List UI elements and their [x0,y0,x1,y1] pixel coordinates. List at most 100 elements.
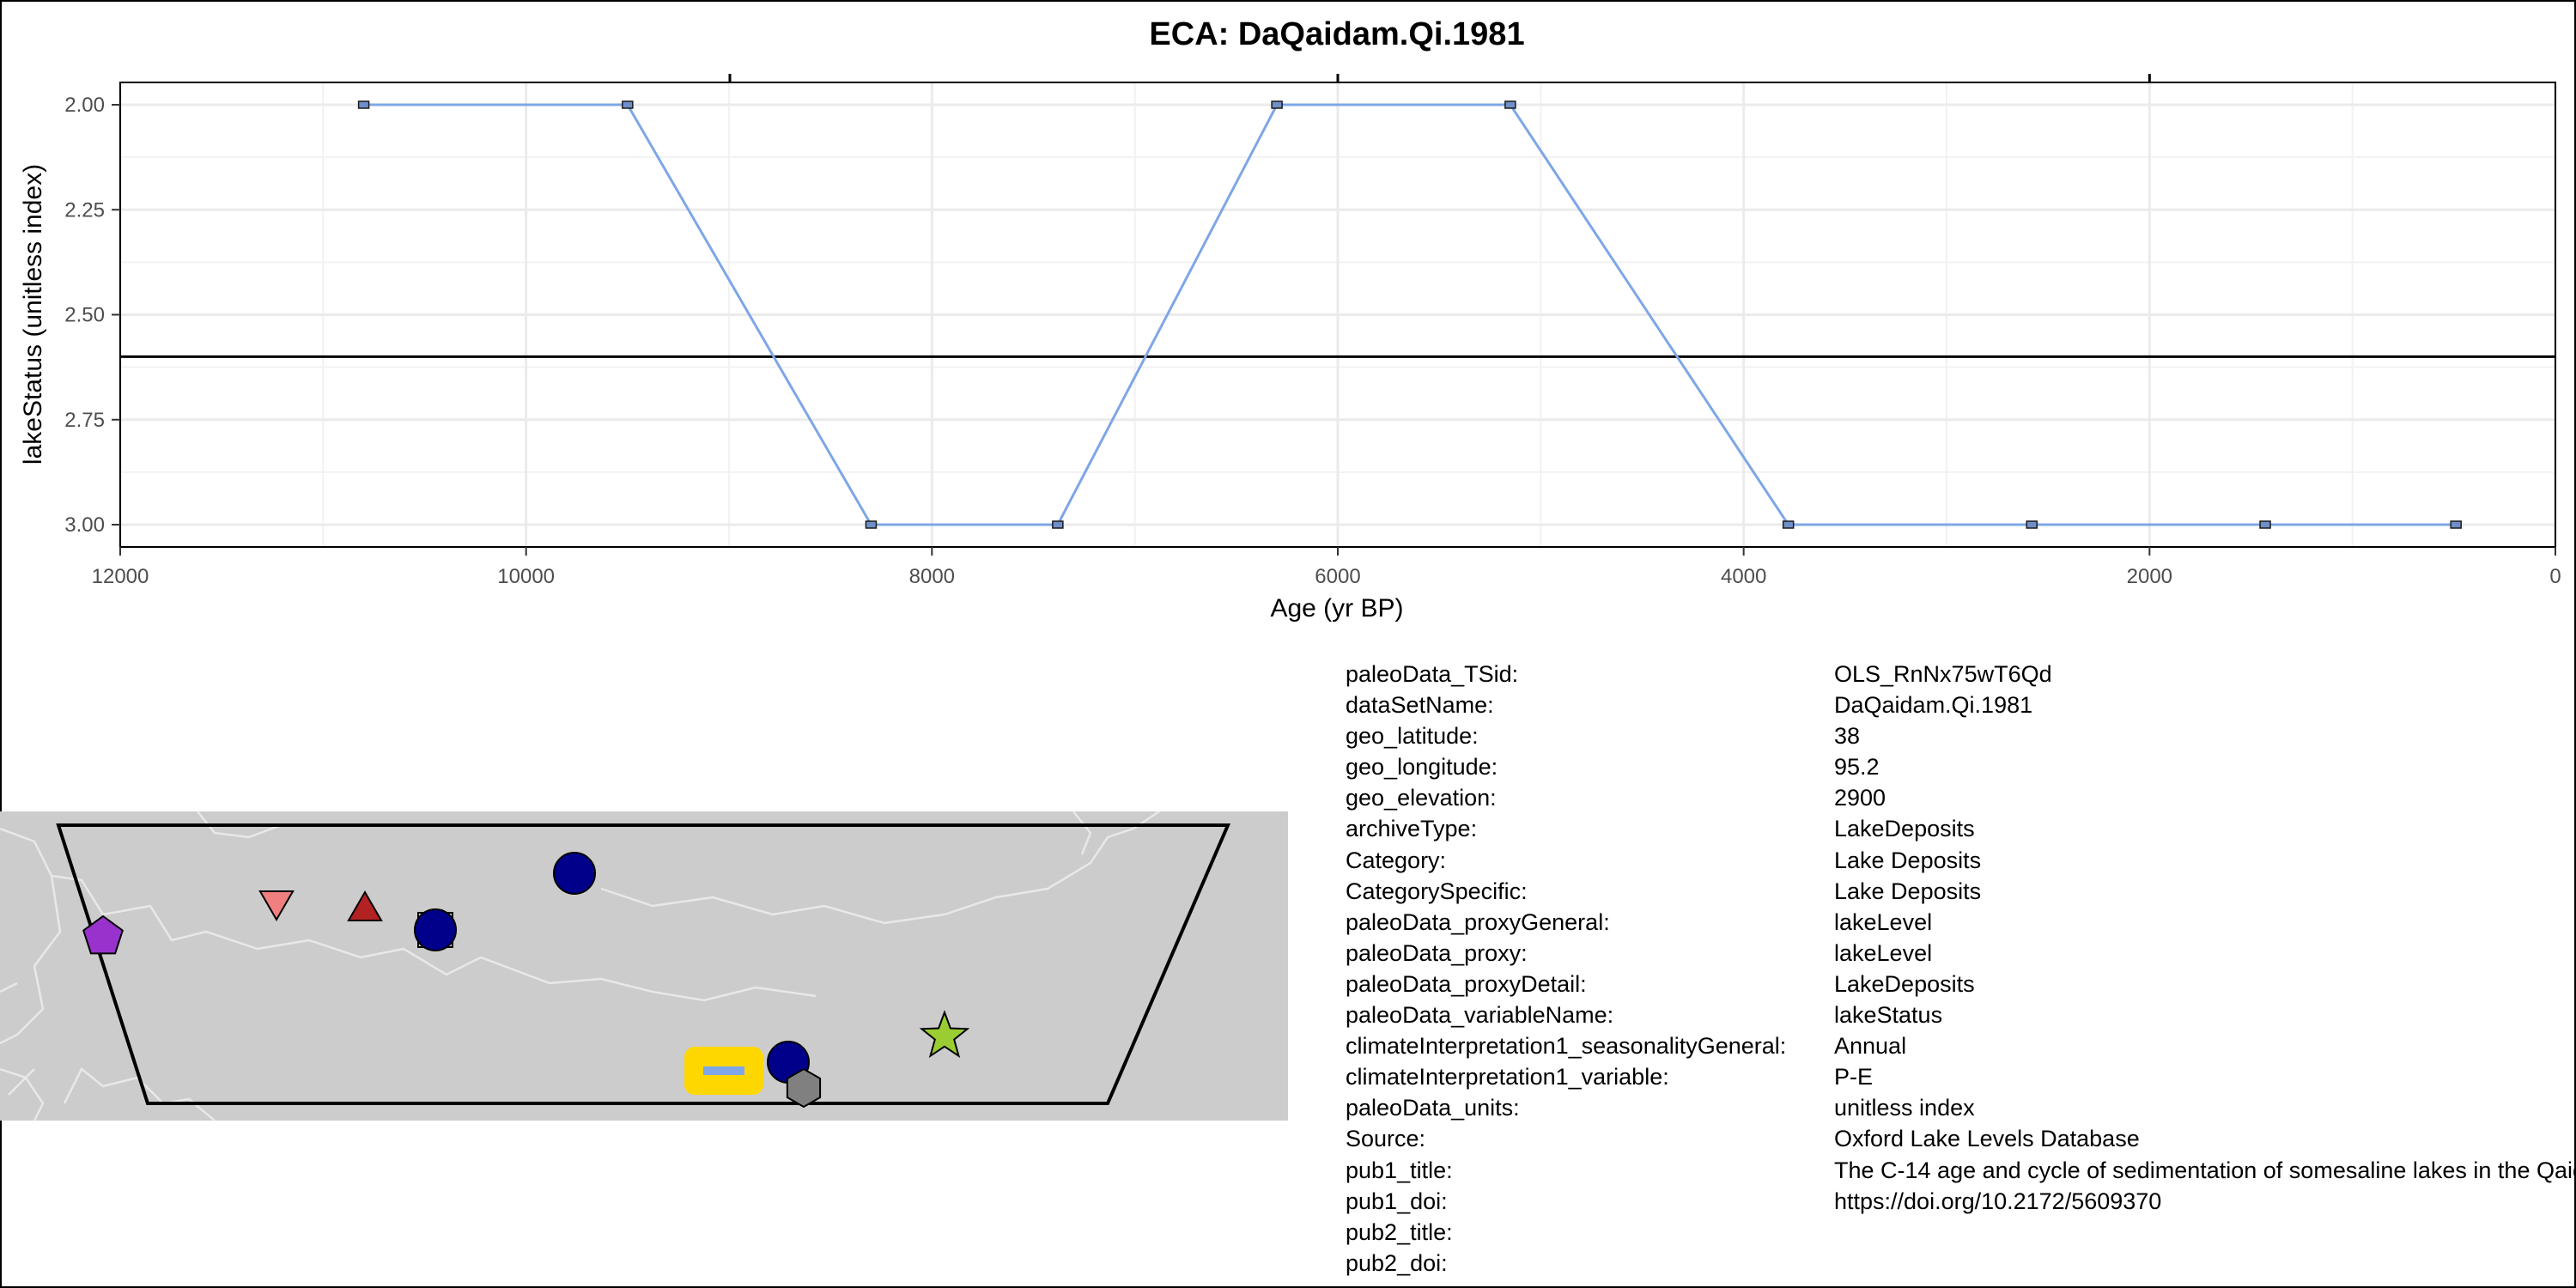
metadata-value: P-E [1834,1061,1873,1092]
x-tick-label: 0 [2549,565,2561,588]
y-tick-label: 2.50 [64,304,105,327]
data-point [359,101,369,108]
metadata-value: The C-14 age and cycle of sedimentation … [1834,1155,2576,1186]
triangle-down-marker [260,891,293,920]
metadata-key: geo_elevation: [1346,782,1497,813]
data-point [866,521,876,528]
map-projection-frame [58,825,1228,1103]
metadata-value: LakeDeposits [1834,969,1975,999]
metadata-row: dataSetName: DaQaidam.Qi.1981 [1346,690,2576,720]
lake-status-chart: ECA: DaQaidam.Qi.1981 12000 10000 8000 6000… [0,0,2576,644]
data-point [1053,521,1063,528]
site-markers [83,853,967,1107]
metadata-row: climateInterpretation1_seasonalityGenera… [1346,1030,2576,1061]
metadata-value: OLS_RnNx75wT6Qd [1834,659,2052,690]
major-grid [120,82,2555,547]
metadata-key: dataSetName: [1346,690,1494,720]
x-tick-label: 6000 [1315,565,1360,588]
map-canvas [0,811,1288,1121]
data-point [1505,101,1516,108]
x-tick-label: 8000 [909,565,955,588]
metadata-key: climateInterpretation1_seasonalityGenera… [1346,1030,1786,1061]
metadata-row: paleoData_TSid: OLS_RnNx75wT6Qd [1346,659,2576,690]
site-marker [703,1066,744,1075]
metadata-key: pub2_title: [1346,1217,1453,1248]
metadata-row: pub1_doi: https://doi.org/10.2172/5609370 [1346,1186,2576,1217]
metadata-key: climateInterpretation1_variable: [1346,1061,1669,1092]
metadata-value: Oxford Lake Levels Database [1834,1123,2140,1154]
x-tick-label: 4000 [1721,565,1766,588]
y-axis: 2.00 2.25 2.50 2.75 3.00 [64,94,120,537]
metadata-row: paleoData_units: unitless index [1346,1092,2576,1123]
metadata-row: Source: Oxford Lake Levels Database [1346,1123,2576,1154]
metadata-key: paleoData_proxyGeneral: [1346,907,1610,938]
metadata-value: DaQaidam.Qi.1981 [1834,690,2032,720]
data-point [2026,521,2037,528]
y-tick-label: 2.25 [64,198,105,222]
hexagon-marker [787,1069,820,1107]
metadata-value: lakeLevel [1834,907,1932,938]
metadata-key: geo_latitude: [1346,720,1479,751]
metadata-row: pub2_doi: [1346,1248,2576,1279]
metadata-row: Category: Lake Deposits [1346,845,2576,876]
triangle-up-marker [349,892,381,920]
circle-marker [554,853,595,894]
metadata-row: paleoData_proxy: lakeLevel [1346,938,2576,969]
metadata-row: paleoData_variableName: lakeStatus [1346,999,2576,1030]
x-axis-label: Age (yr BP) [1270,594,1403,623]
data-point [623,101,633,108]
data-point [1783,521,1794,528]
metadata-key: pub2_doi: [1346,1248,1448,1279]
metadata-value: lakeStatus [1834,999,1942,1030]
metadata-row: paleoData_proxyGeneral: lakeLevel [1346,907,2576,938]
metadata-key: pub1_title: [1346,1155,1453,1186]
y-tick-label: 2.00 [64,94,105,117]
metadata-table: paleoData_TSid: OLS_RnNx75wT6Qd dataSetNam… [1346,659,2576,1288]
metadata-value: Annual [1834,1030,1906,1061]
metadata-row: geo_elevation: 2900 [1346,782,2576,813]
secondary-axis-ticks [730,74,2149,82]
data-point [1272,101,1282,108]
metadata-value: 95.2 [1834,751,1880,782]
y-tick-label: 3.00 [64,513,105,537]
metadata-key: Source: [1346,1123,1425,1154]
metadata-key: CategorySpecific: [1346,876,1528,907]
metadata-row: paleoData_proxyDetail: LakeDeposits [1346,969,2576,999]
metadata-row: pub1_title: The C-14 age and cycle of sed… [1346,1155,2576,1186]
chart-title: ECA: DaQaidam.Qi.1981 [1149,16,1524,52]
x-axis: 12000 10000 8000 6000 4000 2000 0 [92,547,2561,588]
metadata-row: archiveType: LakeDeposits [1346,813,2576,844]
y-tick-label: 2.75 [64,409,105,432]
metadata-key: paleoData_variableName: [1346,999,1613,1030]
x-tick-label: 2000 [2127,565,2172,588]
metadata-key: paleoData_proxy: [1346,938,1528,969]
x-tick-label: 10000 [497,565,555,588]
data-point [2451,521,2461,528]
metadata-value: Lake Deposits [1834,876,1981,907]
metadata-key: pub1_doi: [1346,1186,1448,1217]
metadata-row: CategorySpecific: Lake Deposits [1346,876,2576,907]
metadata-row: geo_latitude: 38 [1346,720,2576,751]
metadata-value: https://doi.org/10.2172/5609370 [1834,1186,2161,1217]
metadata-value: unitless index [1834,1092,1975,1123]
metadata-value: 38 [1834,720,1860,751]
metadata-row: pub2_title: [1346,1217,2576,1248]
metadata-key: paleoData_proxyDetail: [1346,969,1587,999]
metadata-value: 2900 [1834,782,1886,813]
y-axis-label: lakeStatus (unitless index) [19,164,47,465]
star-marker [921,1012,967,1056]
metadata-key: Category: [1346,845,1446,876]
site-map [0,811,1288,1121]
circle-marker [415,909,456,951]
metadata-value: lakeLevel [1834,938,1932,969]
metadata-value: Lake Deposits [1834,845,1981,876]
metadata-key: paleoData_units: [1346,1092,1520,1123]
data-point [2260,521,2270,528]
metadata-key: geo_longitude: [1346,751,1498,782]
metadata-row: geo_longitude: 95.2 [1346,751,2576,782]
metadata-key: archiveType: [1346,813,1477,844]
metadata-value: LakeDeposits [1834,813,1975,844]
x-tick-label: 12000 [92,565,149,588]
metadata-row: climateInterpretation1_variable: P-E [1346,1061,2576,1092]
metadata-key: paleoData_TSid: [1346,659,1518,690]
